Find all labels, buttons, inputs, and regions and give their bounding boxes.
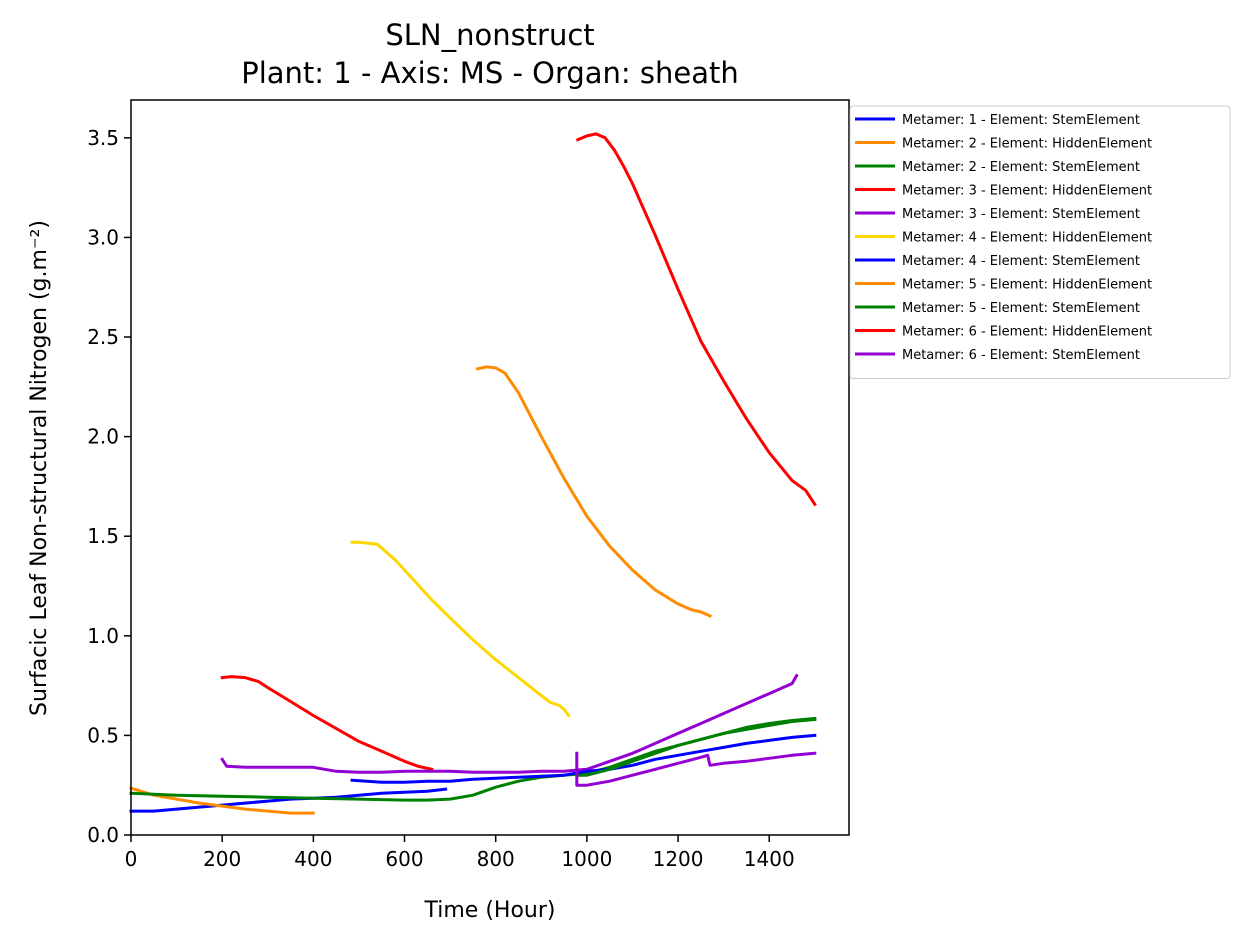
series-line-2 bbox=[129, 786, 315, 815]
legend-label: Metamer: 3 - Element: HiddenElement bbox=[902, 184, 1152, 199]
series-line-9 bbox=[576, 716, 817, 777]
legend-label: Metamer: 5 - Element: StemElement bbox=[902, 301, 1140, 316]
legend-label: Metamer: 4 - Element: HiddenElement bbox=[902, 231, 1152, 246]
x-tick-label: 1400 bbox=[744, 847, 795, 871]
chart-subtitle: Plant: 1 - Axis: MS - Organ: sheath bbox=[241, 56, 739, 90]
x-axis-label: Time (Hour) bbox=[424, 898, 556, 923]
x-tick-label: 200 bbox=[203, 847, 241, 871]
y-tick-label: 0.5 bbox=[87, 723, 119, 747]
series-line-8 bbox=[475, 365, 712, 618]
series-line-5 bbox=[220, 673, 799, 774]
legend-label: Metamer: 4 - Element: StemElement bbox=[902, 254, 1140, 269]
y-tick-label: 1.0 bbox=[87, 624, 119, 648]
x-tick-label: 1200 bbox=[653, 847, 704, 871]
series-line-7 bbox=[350, 733, 817, 784]
legend-label: Metamer: 2 - Element: StemElement bbox=[902, 160, 1140, 175]
series-line-3 bbox=[129, 717, 817, 802]
plot-frame bbox=[130, 99, 850, 836]
series-line-11 bbox=[575, 751, 817, 787]
y-tick-label: 0.0 bbox=[87, 823, 119, 847]
legend-label: Metamer: 1 - Element: StemElement bbox=[902, 113, 1140, 128]
x-tick-label: 0 bbox=[125, 847, 138, 871]
legend-label: Metamer: 6 - Element: StemElement bbox=[902, 348, 1140, 363]
x-tick-label: 800 bbox=[477, 847, 515, 871]
legend-label: Metamer: 5 - Element: HiddenElement bbox=[902, 278, 1152, 293]
legend-label: Metamer: 2 - Element: HiddenElement bbox=[902, 137, 1152, 152]
chart-title: SLN_nonstruct bbox=[385, 18, 594, 52]
x-tick-label: 400 bbox=[294, 847, 332, 871]
x-tick-label: 1000 bbox=[561, 847, 612, 871]
series-line-4 bbox=[220, 675, 434, 772]
y-tick-label: 2.5 bbox=[87, 325, 119, 349]
plot-area bbox=[129, 99, 850, 836]
legend-label: Metamer: 3 - Element: StemElement bbox=[902, 207, 1140, 222]
legend-label: Metamer: 6 - Element: HiddenElement bbox=[902, 325, 1152, 340]
y-tick-label: 3.0 bbox=[87, 225, 119, 249]
series-line-10 bbox=[575, 132, 817, 507]
legend: Metamer: 1 - Element: StemElement Metamer… bbox=[849, 105, 1231, 379]
y-tick-label: 3.5 bbox=[87, 126, 119, 150]
y-tick-label: 1.5 bbox=[87, 524, 119, 548]
x-tick-label: 600 bbox=[385, 847, 423, 871]
y-axis-label: Surfacic Leaf Non-structural Nitrogen (g… bbox=[27, 220, 52, 716]
series-line-6 bbox=[350, 540, 571, 718]
legend-box bbox=[849, 105, 1231, 379]
x-axis-ticks: 0 200 400 600 800 1000 1200 1400 bbox=[125, 835, 795, 871]
y-axis-ticks: 0.0 0.5 1.0 1.5 2.0 2.5 3.0 3.5 bbox=[87, 126, 131, 847]
y-tick-label: 2.0 bbox=[87, 425, 119, 449]
